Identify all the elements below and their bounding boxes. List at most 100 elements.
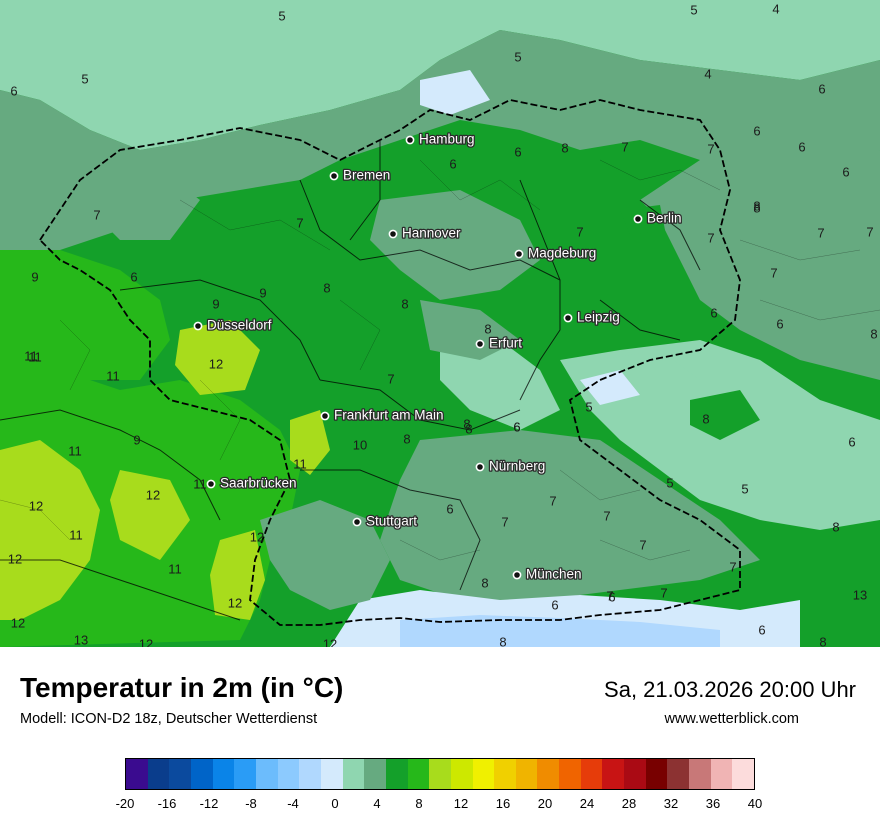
temperature-value: 8 — [819, 634, 826, 647]
city-marker[interactable]: Erfurt — [475, 334, 524, 352]
temperature-value: 5 — [278, 8, 285, 23]
legend-label: 0 — [331, 796, 339, 811]
temperature-value: 7 — [729, 559, 736, 574]
legend-label: 12 — [453, 796, 469, 811]
temperature-value: 6 — [842, 164, 849, 179]
city-marker[interactable]: Düsseldorf — [193, 316, 273, 334]
legend-swatch — [126, 759, 148, 789]
city-marker[interactable]: Frankfurt am Main — [320, 406, 445, 424]
city-dot — [320, 411, 330, 421]
temperature-value: 8 — [753, 200, 760, 215]
legend-label: 40 — [747, 796, 763, 811]
legend-label: 8 — [415, 796, 423, 811]
region-frankfurt-warm — [290, 410, 330, 475]
region-bavaria-east — [380, 430, 760, 600]
temperature-value: 5 — [514, 49, 521, 64]
temperature-value: 7 — [866, 224, 873, 239]
legend-swatch — [667, 759, 690, 789]
city-dot — [352, 517, 362, 527]
temperature-value: 6 — [753, 123, 760, 138]
temperature-value: 7 — [660, 585, 667, 600]
legend-swatch — [277, 759, 300, 789]
legend-swatch — [710, 759, 733, 789]
legend-label: -4 — [287, 796, 299, 811]
temperature-value: 10 — [353, 437, 367, 452]
temperature-value: 11 — [293, 456, 307, 471]
temperature-value: 8 — [403, 431, 410, 446]
region-west — [0, 250, 170, 380]
page-title: Temperatur in 2m (in °C) — [20, 672, 344, 703]
region-brandenburg — [640, 150, 880, 380]
temperature-value: 7 — [603, 508, 610, 523]
forecast-datetime: Sa, 21.03.2026 20:00 Uhr — [604, 677, 856, 702]
district-lines — [0, 159, 880, 561]
temperature-value: 7 — [296, 215, 303, 230]
temperature-value: 6 — [513, 419, 520, 434]
temperature-map[interactable]: 5 4 5 5 4 5 6 6 6 6 6 7 7 6 6 8 7 8 7 8 9 6 7 9 8 8 7 9 7 7 8 6 7 6 8 11 11 1… — [0, 0, 880, 647]
legend-swatch — [342, 759, 365, 789]
city-marker[interactable]: Magdeburg — [514, 244, 598, 262]
legend-swatch — [689, 759, 711, 789]
city-label: München — [526, 567, 582, 582]
city-marker[interactable]: Saarbrücken — [206, 474, 298, 492]
legend-swatch — [450, 759, 473, 789]
temperature-value: 5 — [81, 71, 88, 86]
city-marker[interactable]: Leipzig — [563, 308, 621, 326]
temperature-value: 4 — [704, 66, 711, 81]
temperature-value: 12 — [139, 636, 153, 647]
legend-label: 16 — [495, 796, 511, 811]
legend-swatch — [407, 759, 430, 789]
region-rhineland-warm — [175, 320, 260, 395]
legend-swatch — [212, 759, 235, 789]
temperature-value: 12 — [250, 529, 264, 544]
region-sw-warm-2 — [110, 470, 190, 560]
temperature-value: 8 — [753, 198, 760, 213]
city-marker[interactable]: Hamburg — [405, 130, 476, 148]
temperature-value: 8 — [870, 326, 877, 341]
city-marker[interactable]: Hannover — [388, 224, 462, 242]
city-marker[interactable]: Stuttgart — [352, 512, 419, 530]
legend-swatch — [385, 759, 408, 789]
region-alps-inner — [400, 615, 720, 647]
legend-swatch — [580, 759, 603, 789]
city-marker[interactable]: Bremen — [329, 166, 392, 184]
city-dot — [206, 479, 216, 489]
legend-label: 28 — [621, 796, 637, 811]
temperature-value: 6 — [551, 597, 558, 612]
city-dot — [388, 229, 398, 239]
temperature-value: 7 — [621, 139, 628, 154]
legend-swatch — [299, 759, 321, 789]
temperature-value: 6 — [798, 139, 805, 154]
legend-swatch — [537, 759, 560, 789]
temperature-value: 7 — [707, 230, 714, 245]
temperature-value: 9 — [31, 269, 38, 284]
state-borders — [0, 140, 701, 621]
city-marker[interactable]: München — [512, 565, 583, 583]
temperature-value: 12 — [11, 615, 25, 630]
temperature-value: 6 — [514, 144, 521, 159]
city-dot — [405, 135, 415, 145]
temperature-value: 4 — [772, 1, 779, 16]
website-link[interactable]: www.wetterblick.com — [664, 711, 799, 727]
temperature-value: 11 — [68, 443, 82, 458]
temperature-value: 5 — [585, 399, 592, 414]
city-label: Düsseldorf — [207, 318, 272, 333]
temperature-value: 5 — [666, 475, 673, 490]
temperature-value: 9 — [133, 432, 140, 447]
city-label: Nürnberg — [489, 459, 545, 474]
color-legend — [125, 758, 755, 790]
temperature-value: 11 — [69, 527, 83, 542]
model-subtitle: Modell: ICON-D2 18z, Deutscher Wetterdie… — [20, 711, 318, 727]
temperature-value: 8 — [323, 280, 330, 295]
city-label: Stuttgart — [366, 514, 417, 529]
temperature-value: 6 — [818, 81, 825, 96]
city-marker[interactable]: Nürnberg — [475, 457, 547, 475]
temperature-value: 7 — [576, 224, 583, 239]
temperature-value: 12 — [8, 551, 22, 566]
legend-label: 36 — [705, 796, 721, 811]
city-marker[interactable]: Berlin — [633, 209, 683, 227]
temperature-value: 11 — [24, 348, 38, 363]
temperature-value: 6 — [130, 269, 137, 284]
city-dot — [512, 570, 522, 580]
